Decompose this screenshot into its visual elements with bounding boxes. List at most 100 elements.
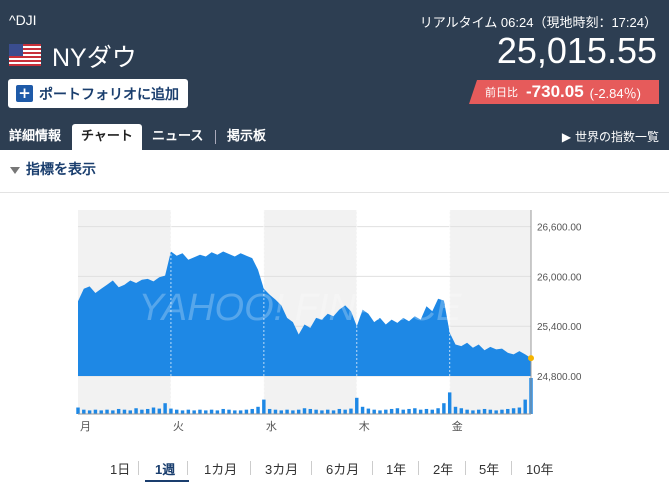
volume-bar bbox=[413, 408, 417, 414]
tab-details[interactable]: 詳細情報 bbox=[9, 129, 62, 144]
period-5[interactable]: 1年 bbox=[386, 462, 407, 477]
volume-bar bbox=[111, 410, 115, 414]
volume-bar bbox=[430, 409, 434, 414]
volume-bar bbox=[128, 410, 132, 414]
volume-bar bbox=[326, 409, 330, 414]
volume-bar bbox=[314, 409, 318, 414]
period-2[interactable]: 1カ月 bbox=[204, 462, 238, 477]
change-percent: (-2.84％) bbox=[589, 85, 641, 101]
x-tick-label: 金 bbox=[452, 419, 463, 433]
volume-bar bbox=[308, 408, 313, 414]
period-separator bbox=[187, 461, 188, 475]
volume-bar bbox=[477, 409, 481, 414]
period-6[interactable]: 2年 bbox=[433, 462, 454, 477]
world-index-label: 世界の指数一覧 bbox=[574, 130, 659, 144]
period-separator bbox=[418, 461, 419, 475]
volume-bar bbox=[215, 410, 220, 414]
period-7[interactable]: 5年 bbox=[479, 462, 500, 477]
period-1[interactable]: 1週 bbox=[155, 462, 176, 477]
y-tick-label: 26,000.00 bbox=[537, 272, 582, 283]
volume-bar bbox=[465, 409, 469, 414]
volume-bar bbox=[82, 409, 86, 414]
volume-bar bbox=[401, 409, 405, 414]
index-name: NYダウ bbox=[52, 44, 137, 72]
volume-bar bbox=[76, 407, 80, 414]
volume-bar bbox=[151, 407, 156, 414]
volume-bar bbox=[273, 409, 278, 414]
volume-bar bbox=[453, 406, 458, 414]
volume-bar bbox=[395, 408, 400, 414]
tab-news[interactable]: ニュース bbox=[152, 129, 204, 144]
indicator-label: 指標を表示 bbox=[26, 162, 96, 178]
volume-bar bbox=[116, 408, 121, 414]
volume-bar bbox=[343, 409, 347, 414]
plus-icon: + bbox=[16, 85, 33, 102]
volume-bar bbox=[488, 409, 493, 414]
current-price: 25,015.55 bbox=[496, 30, 657, 71]
volume-bar bbox=[331, 410, 336, 414]
indicator-toggle[interactable]: 指標を表示 bbox=[10, 159, 96, 179]
volume-bar bbox=[389, 408, 394, 414]
volume-bar bbox=[256, 406, 260, 414]
change-label: 前日比 bbox=[485, 87, 518, 99]
volume-bar bbox=[227, 409, 231, 414]
x-tick-label: 木 bbox=[359, 420, 370, 433]
volume-bar bbox=[186, 409, 191, 414]
period-4[interactable]: 6カ月 bbox=[326, 462, 360, 477]
caret-down-icon bbox=[10, 166, 20, 174]
volume-bar bbox=[372, 409, 376, 414]
volume-bar bbox=[140, 409, 144, 414]
tab-chart[interactable]: チャート bbox=[72, 124, 142, 150]
price-chart: YAHOO! FINANCE 26,600.00 26,000.00 25,400.0… bbox=[76, 210, 582, 433]
volume-bar bbox=[285, 409, 289, 414]
period-separator bbox=[465, 461, 466, 475]
volume-bar bbox=[198, 409, 202, 414]
period-3[interactable]: 3カ月 bbox=[265, 462, 299, 477]
volume-bar bbox=[482, 408, 487, 414]
volume-bar bbox=[378, 410, 382, 414]
volume-bar bbox=[360, 406, 365, 414]
volume-bar bbox=[250, 408, 254, 414]
volume-bar bbox=[134, 408, 138, 414]
volume-bar bbox=[175, 409, 179, 414]
period-8[interactable]: 10年 bbox=[526, 462, 554, 477]
volume-bar bbox=[384, 409, 388, 414]
period-separator bbox=[138, 461, 139, 475]
y-tick-label: 26,600.00 bbox=[537, 223, 582, 234]
world-index-link[interactable]: ▶ 世界の指数一覧 bbox=[562, 124, 659, 150]
watermark: YAHOO! FINANCE bbox=[138, 287, 462, 329]
volume-bar bbox=[296, 409, 301, 414]
volume-bar bbox=[291, 410, 295, 414]
volume-bar bbox=[221, 408, 225, 414]
y-tick-label: 25,400.00 bbox=[537, 322, 582, 333]
volume-bar bbox=[145, 408, 150, 414]
ticker-symbol: ^DJI bbox=[9, 12, 37, 28]
volume-bar bbox=[262, 399, 266, 414]
volume-bar bbox=[471, 410, 475, 414]
volume-bar bbox=[93, 409, 98, 414]
volume-bar bbox=[122, 409, 127, 414]
add-portfolio-button[interactable]: + ポートフォリオに追加 bbox=[8, 79, 188, 108]
volume-bar bbox=[424, 408, 429, 414]
x-tick-label: 火 bbox=[173, 420, 184, 433]
volume-bar bbox=[447, 392, 452, 414]
period-separator bbox=[372, 461, 373, 475]
quote-header: ^DJI NYダウ + ポートフォリオに追加 リアルタイム 06:24（現地時刻… bbox=[0, 0, 669, 150]
x-tick-label: 月 bbox=[80, 420, 91, 433]
volume-bar bbox=[105, 409, 109, 414]
volume-bar bbox=[523, 399, 527, 414]
day-band bbox=[449, 210, 531, 414]
volume-bar bbox=[99, 410, 103, 414]
volume-bar bbox=[233, 410, 237, 414]
period-0[interactable]: 1日 bbox=[110, 462, 131, 477]
volume-bar bbox=[506, 408, 510, 414]
us-flag-icon bbox=[9, 44, 41, 66]
period-separator bbox=[511, 461, 512, 475]
change-badge: 前日比 -730.05 (-2.84％) bbox=[469, 80, 659, 104]
tab-board[interactable]: 掲示板 bbox=[227, 129, 267, 144]
add-portfolio-label: ポートフォリオに追加 bbox=[39, 86, 179, 103]
volume-bar bbox=[517, 407, 522, 414]
volume-bar bbox=[459, 408, 464, 414]
section-divider bbox=[0, 192, 669, 193]
volume-bar bbox=[355, 397, 359, 414]
